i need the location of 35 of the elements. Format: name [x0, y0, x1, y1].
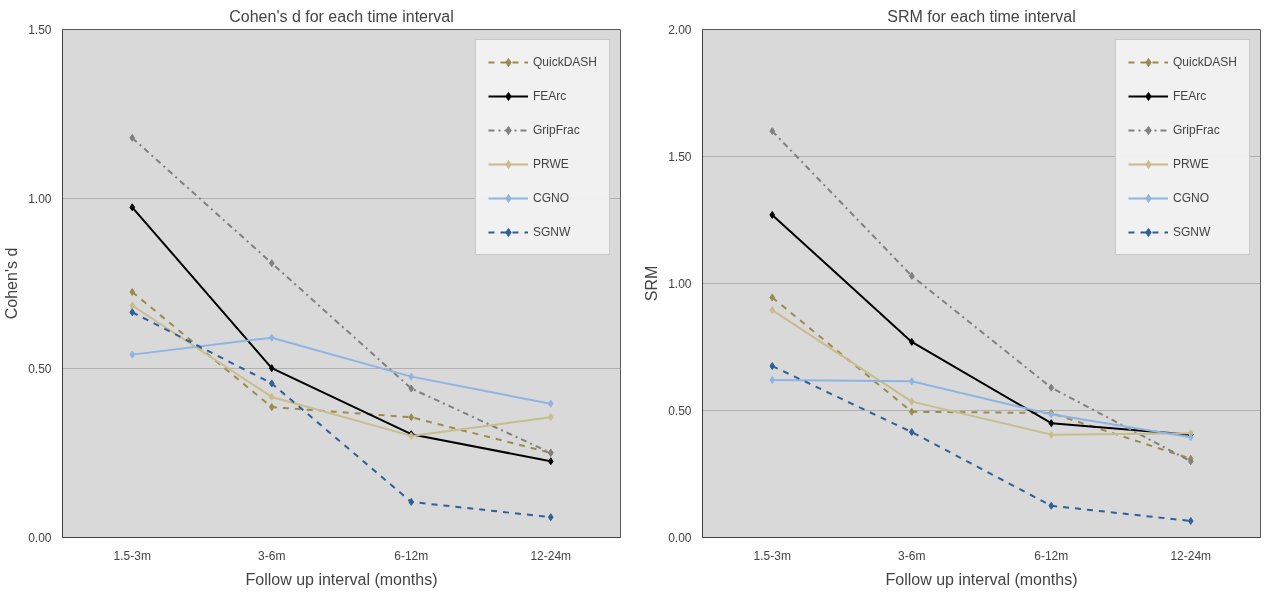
- x-tick-label: 1.5-3m: [753, 548, 791, 563]
- y-axis-title: SRM: [643, 265, 661, 302]
- x-tick-label: 3-6m: [898, 548, 926, 563]
- y-tick-label: 0.00: [28, 531, 52, 545]
- x-tick-label: 6-12m: [394, 548, 429, 563]
- x-tick-label: 12-24m: [530, 548, 572, 563]
- x-tick-label: 1.5-3m: [113, 548, 151, 563]
- legend-label: GripFrac: [1172, 123, 1220, 137]
- legend-label: GripFrac: [532, 123, 580, 137]
- y-tick-label: 1.00: [668, 277, 692, 291]
- legend-label: FEArc: [1172, 89, 1207, 103]
- legend-label: SGNW: [1172, 225, 1211, 239]
- x-tick-label: 12-24m: [1170, 548, 1212, 563]
- x-axis-title: Follow up interval (months): [245, 570, 438, 588]
- legend-label: SGNW: [532, 225, 571, 239]
- legend-label: FEArc: [532, 89, 567, 103]
- legend-label: CGNO: [532, 191, 569, 205]
- legend-label: QuickDASH: [1172, 55, 1237, 69]
- chart-title: Cohen's d for each time interval: [229, 7, 454, 25]
- x-tick-label: 6-12m: [1034, 548, 1069, 563]
- y-axis-title: Cohen's d: [3, 247, 21, 320]
- legend-label: PRWE: [1172, 157, 1209, 171]
- x-axis-title: Follow up interval (months): [885, 570, 1078, 588]
- y-tick-label: 1.50: [668, 150, 692, 164]
- chart-title: SRM for each time interval: [887, 7, 1076, 25]
- y-tick-label: 0.50: [668, 404, 692, 418]
- legend-label: CGNO: [1172, 191, 1209, 205]
- y-tick-label: 0.50: [28, 361, 52, 376]
- y-tick-label: 1.00: [28, 192, 52, 207]
- y-tick-label: 0.00: [668, 531, 692, 545]
- legend-label: PRWE: [532, 157, 569, 171]
- y-tick-label: 2.00: [668, 23, 692, 37]
- legend-label: QuickDASH: [532, 55, 597, 69]
- y-tick-label: 1.50: [28, 23, 52, 37]
- x-tick-label: 3-6m: [258, 548, 286, 563]
